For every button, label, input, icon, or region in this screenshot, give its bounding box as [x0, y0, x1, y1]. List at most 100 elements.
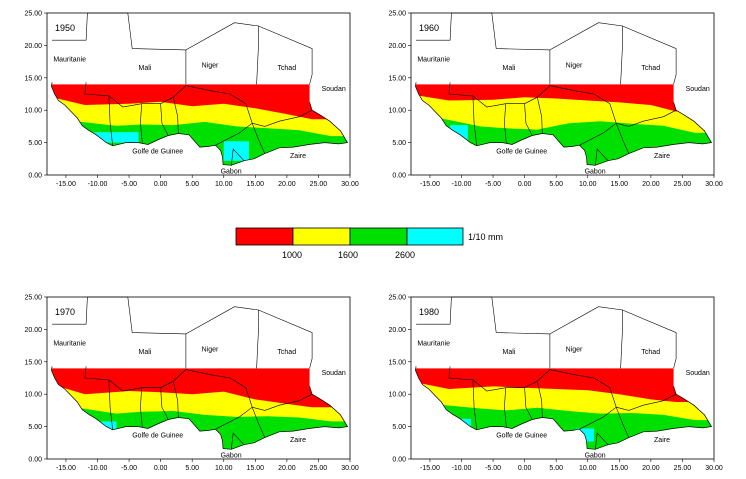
y-tick-label: 5.00	[28, 140, 42, 147]
x-tick-label: 10.00	[579, 181, 597, 188]
country-label-golfe: Golfe de Guinee	[132, 433, 183, 440]
map-year-label: 1980	[419, 307, 439, 317]
y-tick-label: 25.00	[388, 295, 406, 302]
x-tick-label: 5.00	[185, 465, 199, 472]
x-tick-label: 5.00	[185, 181, 199, 188]
country-border	[537, 381, 543, 418]
country-label-tchad: Tchad	[277, 65, 296, 72]
country-label-soudan: Soudan	[686, 370, 710, 377]
country-border	[451, 12, 551, 85]
y-tick-label: 15.00	[24, 75, 42, 82]
x-tick-label: 30.00	[341, 465, 359, 472]
legend-swatch-green	[349, 227, 408, 246]
x-tick-label: 30.00	[341, 181, 359, 188]
country-border	[451, 296, 551, 369]
country-border	[87, 12, 187, 85]
map-year-label: 1950	[55, 23, 75, 33]
country-border	[84, 82, 187, 108]
country-label-mauritanie: Mauritanie	[53, 341, 86, 348]
country-label-gabon: Gabon	[221, 169, 242, 176]
country-border	[595, 432, 609, 450]
country-border	[595, 148, 609, 166]
x-tick-label: 10.00	[215, 465, 233, 472]
country-border	[622, 25, 677, 85]
country-border	[258, 25, 313, 85]
x-tick-label: 15.00	[247, 465, 265, 472]
country-border	[416, 296, 452, 325]
country-label-soudan: Soudan	[686, 86, 710, 93]
country-label-mauritanie: Mauritanie	[417, 57, 450, 64]
map-panel-1970: 1970 -15.00 -10.00 -5.00 0.00 5.00 10.00 15.00…	[24, 295, 359, 473]
country-border	[231, 432, 245, 450]
y-tick-label: 0.00	[392, 173, 406, 180]
country-border	[185, 85, 253, 146]
country-border	[84, 366, 187, 392]
country-label-niger: Niger	[566, 346, 583, 353]
country-border	[251, 123, 266, 154]
y-tick-label: 10.00	[388, 392, 406, 399]
country-label-tchad: Tchad	[641, 65, 660, 72]
country-border	[472, 379, 477, 430]
x-tick-label: 10.00	[215, 181, 233, 188]
map-panel-1960: 1960 -15.00 -10.00 -5.00 0.00 5.00 10.00 15.00…	[388, 11, 722, 189]
legend-unit: 1/10 mm	[468, 232, 503, 242]
country-label-gabon: Gabon	[585, 453, 606, 460]
coastline	[415, 82, 713, 166]
country-label-tchad: Tchad	[641, 349, 660, 356]
legend-swatch-cyan	[406, 227, 464, 246]
country-border	[524, 103, 533, 136]
x-tick-label: 25.00	[674, 465, 692, 472]
y-tick-label: 5.00	[28, 424, 42, 431]
country-label-mali: Mali	[503, 65, 516, 72]
legend-threshold-1000: 1000	[282, 250, 302, 260]
x-tick-label: 15.00	[247, 181, 265, 188]
x-tick-label: -5.00	[485, 181, 501, 188]
x-tick-label: -10.00	[452, 465, 472, 472]
y-tick-label: 25.00	[24, 11, 42, 18]
y-tick-label: 20.00	[24, 43, 42, 50]
map-panel-1980: 1980 -15.00 -10.00 -5.00 0.00 5.00 10.00 15.00…	[388, 295, 722, 473]
y-tick-label: 20.00	[388, 327, 406, 334]
x-tick-label: -15.00	[56, 465, 76, 472]
coastline	[415, 366, 713, 450]
x-tick-label: 20.00	[278, 465, 296, 472]
y-tick-label: 15.00	[388, 75, 406, 82]
x-tick-label: -5.00	[485, 465, 501, 472]
x-tick-label: 0.00	[154, 465, 168, 472]
legend-threshold-1600: 1600	[338, 250, 358, 260]
country-label-soudan: Soudan	[322, 86, 346, 93]
country-border	[616, 393, 677, 411]
country-border	[252, 109, 313, 127]
y-tick-label: 25.00	[24, 295, 42, 302]
y-tick-label: 15.00	[388, 359, 406, 366]
country-label-mali: Mali	[139, 349, 152, 356]
country-border	[549, 369, 617, 430]
country-border	[615, 123, 630, 154]
country-label-tchad: Tchad	[277, 349, 296, 356]
country-border	[108, 95, 113, 146]
x-tick-label: 5.00	[549, 181, 563, 188]
legend-threshold-2600: 2600	[395, 250, 415, 260]
x-tick-label: 25.00	[674, 181, 692, 188]
legend: 1/10 mm 1000 1600 2600	[235, 227, 503, 260]
country-border	[52, 12, 88, 41]
country-border	[160, 103, 169, 136]
country-label-golfe: Golfe de Guinee	[132, 149, 183, 156]
y-tick-label: 15.00	[24, 359, 42, 366]
country-border	[448, 82, 551, 108]
x-tick-label: 25.00	[310, 465, 328, 472]
country-label-mauritanie: Mauritanie	[53, 57, 86, 64]
country-border	[252, 393, 313, 411]
country-border	[258, 309, 313, 369]
country-label-mauritanie: Mauritanie	[417, 341, 450, 348]
legend-swatch-red	[235, 227, 294, 246]
country-border	[140, 387, 143, 427]
country-border	[108, 379, 113, 430]
x-tick-label: 15.00	[611, 465, 629, 472]
x-tick-label: -15.00	[420, 181, 440, 188]
x-tick-label: -10.00	[452, 181, 472, 188]
x-tick-label: -15.00	[56, 181, 76, 188]
country-border	[87, 296, 187, 369]
y-tick-label: 20.00	[388, 43, 406, 50]
country-label-soudan: Soudan	[322, 370, 346, 377]
